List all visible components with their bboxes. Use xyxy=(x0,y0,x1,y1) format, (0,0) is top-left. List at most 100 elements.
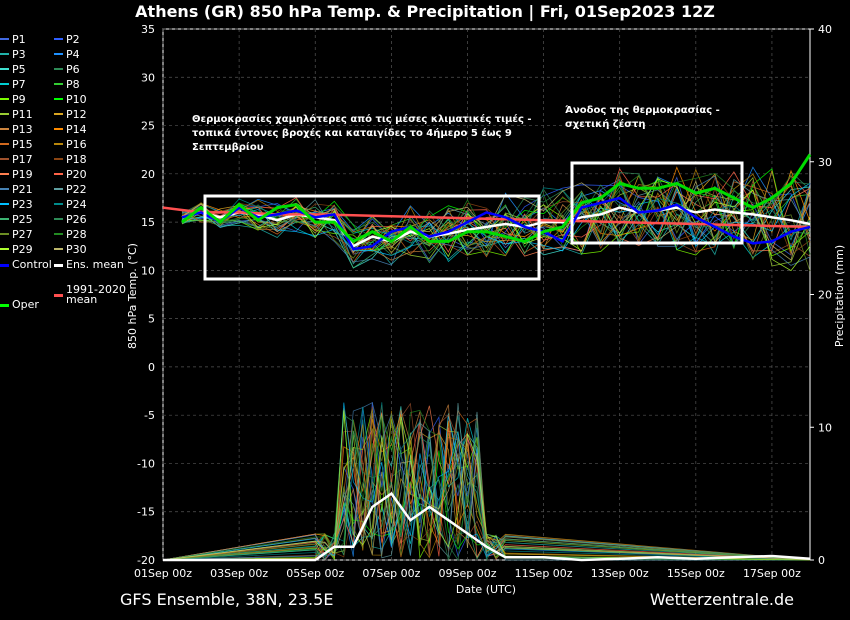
legend-label: P24 xyxy=(66,197,87,211)
legend-item: P26 xyxy=(54,212,87,226)
legend-item: P3 xyxy=(0,47,26,61)
legend-label: P20 xyxy=(66,167,87,181)
member-precip-line xyxy=(162,405,811,561)
warm-period-note: Άνοδος της θερμοκρασίας - σχετική ζέστη xyxy=(565,105,720,130)
legend-item: P14 xyxy=(54,122,87,136)
legend-label: P17 xyxy=(12,152,33,166)
legend-label: P26 xyxy=(66,212,87,226)
y-tick-label: 10 xyxy=(141,264,155,277)
legend-label: Ens. mean xyxy=(66,258,124,271)
legend-swatch xyxy=(0,188,9,190)
legend-swatch xyxy=(0,98,9,100)
member-precip-line xyxy=(162,413,811,561)
series-ens-mean-precip xyxy=(163,491,811,562)
y2-tick-label: 20 xyxy=(818,289,832,302)
member-precip-line xyxy=(162,413,811,561)
legend-swatch xyxy=(0,203,9,205)
legend-swatch xyxy=(0,233,9,235)
precipitation-series xyxy=(163,491,811,562)
legend-swatch xyxy=(54,113,63,115)
y-tick-label: -20 xyxy=(137,554,155,567)
source-label: Wetterzentrale.de xyxy=(649,590,794,609)
legend-item: P11 xyxy=(0,107,33,121)
warm-period-box xyxy=(570,161,744,245)
legend-label: 1991-2020 mean xyxy=(66,283,126,306)
legend-swatch xyxy=(0,83,9,85)
member-temp-line xyxy=(181,188,811,265)
member-precip-line xyxy=(162,402,811,561)
legend-label: P18 xyxy=(66,152,87,166)
legend-label: P27 xyxy=(12,227,33,241)
legend-label: P19 xyxy=(12,167,33,181)
legend-swatch xyxy=(0,143,9,145)
legend-swatch xyxy=(54,53,63,55)
legend-item: P28 xyxy=(54,227,87,241)
y-tick-label: 35 xyxy=(141,23,155,36)
chart-title: Athens (GR) 850 hPa Temp. & Precipitatio… xyxy=(135,2,715,21)
legend-item: P23 xyxy=(0,197,33,211)
member-temp-line xyxy=(181,181,811,263)
legend-label: P5 xyxy=(12,62,26,76)
y2-tick-label: 10 xyxy=(818,421,832,434)
legend-item: P12 xyxy=(54,107,87,121)
legend-item: P29 xyxy=(0,242,33,256)
legend-item: P18 xyxy=(54,152,87,166)
legend-label: P11 xyxy=(12,107,33,121)
legend-label: P28 xyxy=(66,227,87,241)
y-tick-label: -10 xyxy=(137,457,155,470)
member-temp-line xyxy=(181,168,811,253)
legend-swatch xyxy=(54,173,63,175)
legend-swatch xyxy=(0,173,9,175)
legend-item: P20 xyxy=(54,167,87,181)
legend-label: P2 xyxy=(66,32,80,46)
legend-swatch xyxy=(0,68,9,70)
legend-swatch xyxy=(54,203,63,205)
x-tick-label: 09Sep 00z xyxy=(438,567,496,580)
legend-item: P9 xyxy=(0,92,26,106)
legend-label: Oper xyxy=(12,298,39,311)
legend-swatch xyxy=(0,248,9,250)
cool-period-note: Θερμοκρασίες χαμηλότερες από τις μέσες κ… xyxy=(192,114,532,153)
member-precip-line xyxy=(162,410,811,561)
legend-item: P25 xyxy=(0,212,33,226)
y-tick-label: 15 xyxy=(141,216,155,229)
member-precip-line xyxy=(162,447,811,561)
legend-item: P24 xyxy=(54,197,87,211)
legend-swatch xyxy=(0,158,9,160)
y-axis-ticks: 35 30 25 20 15 10 5 0 -5 -10 -15 -20 xyxy=(137,23,155,567)
legend-label: P29 xyxy=(12,242,33,256)
legend-label: P21 xyxy=(12,182,33,196)
member-precip-line xyxy=(162,450,811,561)
legend-label: P30 xyxy=(66,242,87,256)
member-precip-line xyxy=(162,402,811,561)
legend-swatch xyxy=(0,303,9,307)
y2-tick-label: 30 xyxy=(818,156,832,169)
x-tick-label: 13Sep 00z xyxy=(591,567,649,580)
x-tick-label: 05Sep 00z xyxy=(286,567,344,580)
legend-label: P12 xyxy=(66,107,87,121)
x-tick-label: 11Sep 00z xyxy=(515,567,573,580)
legend-swatch xyxy=(0,218,9,220)
member-temp-line xyxy=(181,182,811,256)
series-oper xyxy=(181,153,812,244)
y2-tick-label: 40 xyxy=(818,23,832,36)
x-axis-label: Date (UTC) xyxy=(456,583,516,596)
legend-swatch xyxy=(0,263,9,267)
legend-item: Oper xyxy=(0,298,39,312)
legend-swatch xyxy=(54,293,63,297)
legend-item: P21 xyxy=(0,182,33,196)
legend-label: P15 xyxy=(12,137,33,151)
legend-label: P7 xyxy=(12,77,26,91)
legend-swatch xyxy=(54,128,63,130)
plot-area xyxy=(162,28,811,561)
legend-label: P25 xyxy=(12,212,33,226)
legend-item: P6 xyxy=(54,62,80,76)
legend-label: P6 xyxy=(66,62,80,76)
legend-label: P23 xyxy=(12,197,33,211)
legend-item: P27 xyxy=(0,227,33,241)
legend-label: P3 xyxy=(12,47,26,61)
legend-label: Control xyxy=(12,258,52,271)
y-tick-label: 5 xyxy=(148,313,155,326)
series-control xyxy=(181,196,811,251)
